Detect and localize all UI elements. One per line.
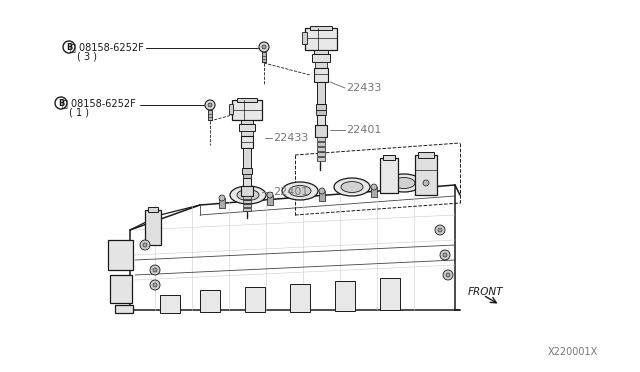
Bar <box>380 158 398 193</box>
Bar <box>110 275 132 303</box>
Bar <box>148 207 158 212</box>
Bar <box>310 26 332 30</box>
Text: Ⓑ 08158-6252F: Ⓑ 08158-6252F <box>62 98 136 108</box>
Bar <box>305 28 337 50</box>
Bar <box>243 148 251 168</box>
Bar <box>415 155 437 195</box>
Circle shape <box>150 265 160 275</box>
Bar <box>229 104 233 114</box>
Bar <box>243 208 251 211</box>
Bar <box>219 198 225 208</box>
Ellipse shape <box>341 182 363 192</box>
Circle shape <box>140 240 150 250</box>
Bar <box>208 110 212 120</box>
Circle shape <box>150 280 160 290</box>
Circle shape <box>205 100 215 110</box>
Ellipse shape <box>334 178 370 196</box>
Text: Ⓑ 08158-6252F: Ⓑ 08158-6252F <box>70 42 144 52</box>
Bar <box>243 200 251 203</box>
Text: 22433: 22433 <box>346 83 381 93</box>
Bar <box>241 186 253 196</box>
Bar <box>232 100 262 120</box>
Bar <box>315 125 327 137</box>
Bar <box>115 305 133 313</box>
Text: FRONT: FRONT <box>468 287 504 297</box>
Ellipse shape <box>237 189 259 201</box>
Circle shape <box>435 225 445 235</box>
Bar <box>160 295 180 313</box>
Text: 22433: 22433 <box>273 133 308 143</box>
Circle shape <box>143 243 147 247</box>
Bar <box>267 195 273 205</box>
Bar <box>241 120 253 124</box>
Bar <box>314 50 328 54</box>
Bar <box>200 290 220 312</box>
Bar <box>243 204 251 207</box>
Circle shape <box>443 270 453 280</box>
Bar <box>317 147 325 151</box>
Bar <box>317 137 325 141</box>
Bar <box>239 124 255 131</box>
Bar <box>302 32 307 44</box>
Ellipse shape <box>289 186 311 196</box>
Ellipse shape <box>386 174 422 192</box>
Circle shape <box>443 253 447 257</box>
Ellipse shape <box>230 186 266 204</box>
Text: B: B <box>66 42 72 51</box>
Circle shape <box>219 195 225 201</box>
Text: 22401: 22401 <box>273 187 308 197</box>
Circle shape <box>153 268 157 272</box>
Text: ( 1 ): ( 1 ) <box>69 107 89 117</box>
Bar <box>371 187 377 197</box>
Bar <box>243 174 251 178</box>
Bar <box>145 210 161 245</box>
Text: B: B <box>58 99 64 108</box>
Circle shape <box>423 180 429 186</box>
Bar <box>108 240 133 270</box>
Circle shape <box>446 273 450 277</box>
Ellipse shape <box>393 177 415 189</box>
Bar <box>335 281 355 311</box>
Text: X220001X: X220001X <box>548 347 598 357</box>
Bar <box>290 284 310 312</box>
Circle shape <box>262 45 266 49</box>
Circle shape <box>438 228 442 232</box>
Bar <box>316 110 326 115</box>
Bar <box>262 52 266 62</box>
Circle shape <box>371 184 377 190</box>
Circle shape <box>63 41 75 53</box>
Bar <box>317 142 325 146</box>
Bar <box>314 68 328 82</box>
Bar <box>380 278 400 310</box>
Bar <box>315 62 327 68</box>
Bar <box>243 196 251 199</box>
Circle shape <box>267 192 273 198</box>
Bar <box>317 115 325 125</box>
Bar <box>312 54 330 62</box>
Text: ( 3 ): ( 3 ) <box>77 51 97 61</box>
Ellipse shape <box>282 182 318 200</box>
Circle shape <box>259 42 269 52</box>
Bar <box>418 152 434 158</box>
Bar <box>317 152 325 156</box>
Circle shape <box>55 97 67 109</box>
Bar <box>317 82 325 104</box>
Bar <box>237 98 257 102</box>
Circle shape <box>208 103 212 107</box>
Bar <box>245 287 265 312</box>
Bar <box>317 157 325 161</box>
Bar <box>423 183 429 193</box>
Bar <box>243 178 251 186</box>
Bar <box>242 168 252 174</box>
Bar <box>319 191 325 201</box>
Bar <box>316 104 326 110</box>
Circle shape <box>440 250 450 260</box>
Bar <box>241 136 253 148</box>
Bar <box>383 155 395 160</box>
Circle shape <box>319 188 325 194</box>
Bar <box>241 131 253 136</box>
Circle shape <box>153 283 157 287</box>
Text: 22401: 22401 <box>346 125 381 135</box>
